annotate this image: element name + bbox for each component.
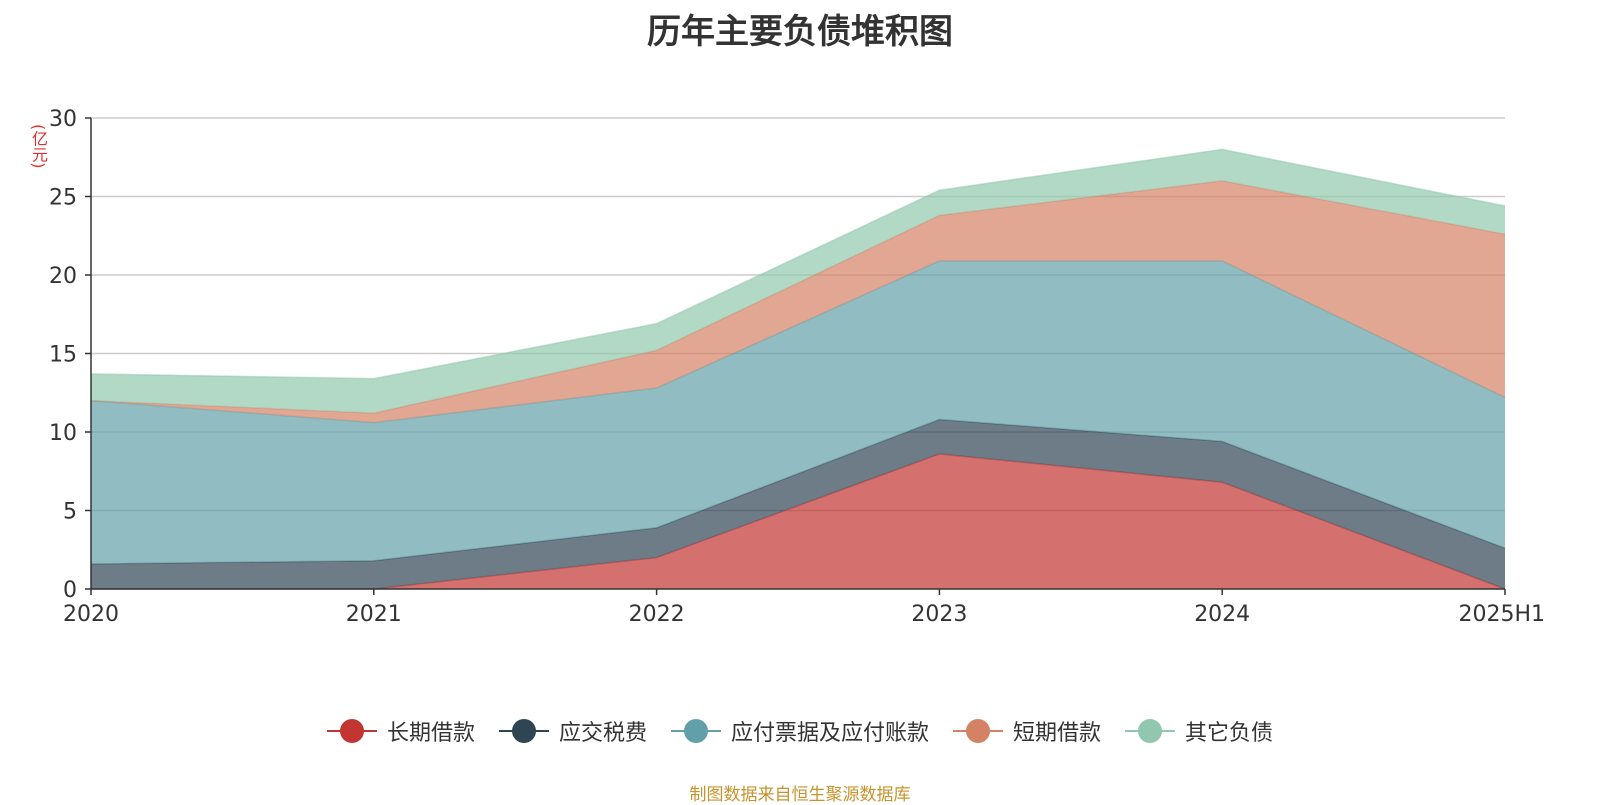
- axes: 0 5 10 15 20 25 30 2020 2021 2022 2023 2024 2025H1: [49, 107, 1545, 627]
- y-tick-label: 15: [49, 343, 77, 368]
- legend-label: 应付票据及应付账款: [730, 721, 929, 746]
- area-series-5: [91, 149, 1505, 414]
- y-tick-label: 20: [49, 264, 77, 289]
- y-tick-label: 0: [63, 578, 77, 603]
- y-tick-label: 10: [49, 421, 77, 446]
- area-chart: 0 5 10 15 20 25 30 2020 2021 2022 2023 2024 2025H1: [49, 107, 1545, 627]
- legend-item-4[interactable]: 短期借款: [953, 715, 1101, 747]
- legend-dot-icon: [683, 719, 708, 743]
- y-axis-unit-label: (亿元): [29, 123, 48, 169]
- y-tick-label: 30: [49, 107, 77, 132]
- legend-dot-icon: [339, 719, 364, 743]
- legend-label: 其它负债: [1185, 721, 1274, 746]
- area-series-5-edge: [90, 148, 1506, 380]
- x-tick-label: 2021: [346, 602, 402, 627]
- legend-dot-icon: [1138, 719, 1163, 743]
- x-tick-label: 2024: [1194, 602, 1250, 627]
- legend-item-1[interactable]: 长期借款: [326, 715, 475, 747]
- legend-item-2[interactable]: 应交税费: [498, 715, 647, 747]
- area-series-1: [91, 453, 1505, 589]
- legend-marker-icon: [498, 719, 549, 743]
- legend-marker-icon: [326, 719, 377, 743]
- chart-title: 历年主要负债堆积图: [647, 12, 953, 52]
- source-note: 制图数据来自恒生聚源数据库: [689, 785, 911, 805]
- legend-marker-icon: [670, 719, 721, 743]
- legend-marker-icon: [953, 719, 1003, 743]
- y-tick-label: 5: [63, 500, 77, 525]
- legend-marker-icon: [1125, 719, 1176, 743]
- legend-dot-icon: [966, 719, 990, 743]
- area-series-2: [91, 419, 1505, 589]
- legend-dot-icon: [511, 719, 536, 743]
- y-tick-label: 25: [49, 186, 77, 211]
- x-tick-label: 2020: [63, 602, 119, 627]
- legend-label: 长期借款: [386, 721, 475, 746]
- x-tick-label: 2025H1: [1458, 602, 1545, 627]
- legend-item-3[interactable]: 应付票据及应付账款: [670, 715, 929, 747]
- legend-label: 应交税费: [558, 721, 647, 746]
- legend: 长期借款 应交税费 应付票据及应付账款 短期借款 其它负债: [0, 715, 1600, 747]
- x-tick-label: 2022: [629, 602, 685, 627]
- x-tick-label: 2023: [911, 602, 967, 627]
- legend-label: 短期借款: [1013, 721, 1102, 746]
- legend-item-5[interactable]: 其它负债: [1125, 715, 1273, 747]
- area-series-4: [91, 180, 1505, 423]
- area-series-3: [91, 260, 1505, 564]
- area-series-group: [90, 148, 1506, 590]
